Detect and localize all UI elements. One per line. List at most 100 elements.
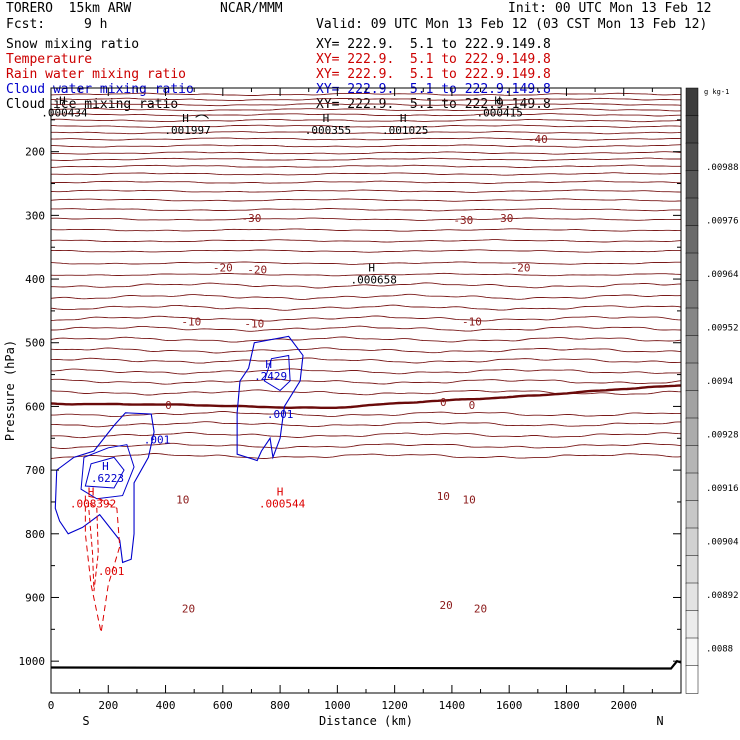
colorbar-tick-label: .00988 bbox=[706, 163, 739, 173]
y-tick-label: 500 bbox=[25, 337, 45, 350]
field-name: Temperature bbox=[6, 52, 93, 67]
colorbar-segment bbox=[685, 115, 699, 144]
high-marker: H bbox=[182, 112, 189, 125]
y-tick-label: 200 bbox=[25, 146, 45, 159]
high-marker: H bbox=[400, 112, 407, 125]
y-tick-label: 700 bbox=[25, 464, 45, 477]
temperature-contour-line bbox=[50, 347, 682, 354]
high-value: .000658 bbox=[351, 273, 397, 286]
temperature-contour-line bbox=[51, 357, 682, 364]
cloud-water-contour-lower-inner bbox=[80, 444, 135, 500]
high-value: .001997 bbox=[164, 124, 210, 137]
temperature-label: -10 bbox=[462, 316, 482, 329]
contour-value-label: .001 bbox=[98, 565, 125, 578]
contour-value-label: .001 bbox=[267, 408, 294, 421]
temperature-label: 10 bbox=[462, 493, 475, 506]
ground-line bbox=[50, 659, 682, 670]
temperature-label: -20 bbox=[511, 262, 531, 275]
colorbar-tick-label: .0094 bbox=[706, 377, 733, 387]
temperature-contour-line bbox=[50, 239, 682, 243]
x-tick-label: 1400 bbox=[439, 699, 466, 712]
temperature-contour-line bbox=[51, 172, 682, 176]
colorbar-segment bbox=[685, 225, 699, 254]
temperature-label: -20 bbox=[247, 264, 267, 277]
colorbar-segment bbox=[685, 362, 699, 392]
colorbar-segment bbox=[685, 472, 699, 502]
high-marker: H bbox=[494, 95, 501, 108]
high-marker: H bbox=[265, 358, 272, 371]
temperature-contour-line bbox=[50, 217, 682, 221]
y-tick-label: 900 bbox=[25, 591, 45, 604]
temperature-label: -30 bbox=[453, 214, 473, 227]
fcst-value: 9 h bbox=[84, 17, 108, 32]
temperature-contour-line bbox=[50, 315, 682, 322]
colorbar-tick-label: .0088 bbox=[706, 645, 733, 655]
model-title: TORERO 15km ARW bbox=[6, 1, 132, 16]
temperature-contour-line bbox=[50, 164, 681, 169]
field-name: Rain water mixing ratio bbox=[6, 67, 187, 82]
temperature-contour-line bbox=[50, 151, 682, 155]
temperature-label: -40 bbox=[528, 133, 548, 146]
x-axis-label: Distance (km) bbox=[319, 714, 413, 728]
start-label: S bbox=[82, 714, 89, 728]
high-marker: H bbox=[102, 460, 109, 473]
high-value: .001025 bbox=[382, 124, 428, 137]
temperature-contour-line bbox=[50, 272, 682, 277]
high-value: .000415 bbox=[477, 107, 523, 120]
temperature-contour-line bbox=[50, 102, 682, 107]
colorbar-tick-label: .00952 bbox=[706, 324, 739, 334]
temperature-label: 20 bbox=[182, 602, 195, 615]
field-xy: XY= 222.9. 5.1 to 222.9.149.8 bbox=[316, 37, 551, 52]
temperature-contour-line bbox=[51, 411, 682, 418]
colorbar-tick-label: .00892 bbox=[706, 591, 739, 601]
colorbar-segment bbox=[685, 87, 699, 117]
colorbar-segment bbox=[685, 390, 699, 419]
high-marker: H bbox=[323, 112, 330, 125]
colorbar-segment bbox=[685, 582, 699, 612]
temperature-contour-line bbox=[50, 198, 682, 202]
colorbar-segment bbox=[685, 197, 699, 227]
high-value: .008392 bbox=[70, 498, 116, 511]
colorbar-segment bbox=[685, 527, 699, 557]
colorbar-segment bbox=[685, 665, 699, 694]
colorbar-segment bbox=[685, 637, 699, 667]
x-tick-label: 1000 bbox=[324, 699, 351, 712]
high-marker: H bbox=[368, 261, 375, 274]
x-tick-label: 600 bbox=[213, 699, 233, 712]
colorbar-tick-label: .00916 bbox=[706, 484, 739, 494]
colorbar-segment bbox=[685, 307, 699, 337]
temperature-contour-line bbox=[50, 107, 682, 112]
high-value: .000355 bbox=[305, 124, 351, 137]
rain-contour-inner bbox=[87, 500, 99, 592]
temperature-label: 0 bbox=[440, 396, 447, 409]
temperature-label: -30 bbox=[494, 212, 514, 225]
temperature-contour-line bbox=[50, 442, 682, 449]
temperature-contour-line bbox=[50, 92, 681, 96]
temperature-contour-line bbox=[51, 113, 681, 117]
x-tick-label: 400 bbox=[156, 699, 176, 712]
x-tick-label: 200 bbox=[98, 699, 118, 712]
temperature-contour-line bbox=[50, 118, 682, 123]
temperature-contour-line bbox=[50, 336, 682, 343]
cloud-water-contour-upper-inner bbox=[263, 354, 291, 392]
colorbar-segment bbox=[685, 500, 699, 529]
valid-time: Valid: 09 UTC Mon 13 Feb 12 (03 CST Mon … bbox=[316, 17, 708, 32]
y-tick-label: 600 bbox=[25, 400, 45, 413]
temperature-contour-line bbox=[50, 189, 682, 193]
y-axis-label: Pressure (hPa) bbox=[3, 340, 17, 441]
field-xy: XY= 222.9. 5.1 to 222.9.149.8 bbox=[316, 52, 551, 67]
temperature-contour-line bbox=[50, 249, 681, 253]
temperature-contour-line bbox=[50, 228, 681, 232]
temperature-label: 10 bbox=[437, 490, 450, 503]
field-xy: XY= 222.9. 5.1 to 222.9.149.8 bbox=[316, 67, 551, 82]
end-label: N bbox=[656, 714, 663, 728]
x-tick-label: 800 bbox=[270, 699, 290, 712]
high-marker: H bbox=[88, 486, 95, 499]
colorbar-segment bbox=[685, 170, 699, 199]
temperature-contour-line bbox=[51, 421, 681, 428]
rain-contour bbox=[84, 494, 121, 633]
high-marker: H bbox=[59, 95, 66, 108]
cloud-water-contour-upper bbox=[236, 335, 304, 462]
temperature-label: 20 bbox=[440, 599, 453, 612]
